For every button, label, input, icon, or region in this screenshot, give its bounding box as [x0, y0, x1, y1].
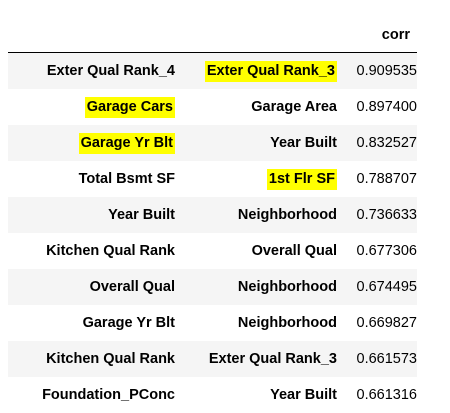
corr-value-cell: 0.832527	[356, 135, 417, 151]
index-label: Garage Yr Blt	[82, 315, 175, 331]
index-level1-cell: Neighborhood	[175, 305, 337, 341]
corr-value-cell: 0.674495	[356, 279, 417, 295]
index-label: Exter Qual Rank_4	[46, 63, 175, 79]
table-body: Exter Qual Rank_4 Exter Qual Rank_3 0.9095…	[8, 52, 417, 413]
table-row: Garage Cars Garage Area 0.897400	[8, 89, 417, 125]
index-label: Neighborhood	[237, 207, 337, 223]
corr-value-cell: 0.788707	[356, 171, 417, 187]
index-level0-cell: Overall Qual	[8, 269, 175, 305]
index-level0-cell: Garage Yr Blt	[8, 125, 175, 161]
highlighted-label: Garage Cars	[84, 97, 175, 118]
table-row: Exter Qual Rank_4 Exter Qual Rank_3 0.9095…	[8, 52, 417, 90]
corr-value-cell: 0.736633	[356, 207, 417, 223]
index-level0-cell: Garage Cars	[8, 89, 175, 125]
index-label: Neighborhood	[237, 315, 337, 331]
index-level1-cell: Exter Qual Rank_3	[175, 341, 337, 377]
table-row: Garage Yr Blt Year Built 0.832527	[8, 125, 417, 161]
corr-value-cell: 0.661573	[356, 351, 417, 367]
index-label: Year Built	[108, 207, 175, 223]
index-level1-cell: Neighborhood	[175, 197, 337, 233]
highlighted-label: 1st Flr SF	[266, 169, 337, 190]
table-row: Overall Qual Neighborhood 0.674495	[8, 269, 417, 305]
corr-value-cell: 0.669827	[356, 315, 417, 331]
table-row: Kitchen Qual Rank Exter Qual Rank_3 0.6615…	[8, 341, 417, 377]
corr-value-cell: 0.897400	[356, 99, 417, 115]
index-level0-cell: Year Built	[8, 197, 175, 233]
index-label: Kitchen Qual Rank	[46, 351, 175, 367]
header-row: corr	[8, 18, 417, 53]
index-label: Garage Area	[251, 99, 337, 115]
table-row: Year Built Neighborhood 0.736633	[8, 197, 417, 233]
index-level0-cell: Foundation_PConc	[8, 377, 175, 413]
index-level1-cell: Exter Qual Rank_3	[175, 53, 337, 90]
highlighted-label: Exter Qual Rank_3	[204, 61, 337, 82]
correlation-table: corr Exter Qual Rank_4 Exter Qual Rank_3 0…	[8, 18, 417, 413]
index-level1-cell: Garage Area	[175, 89, 337, 125]
index-level1-cell: 1st Flr SF	[175, 161, 337, 197]
table-row: Garage Yr Blt Neighborhood 0.669827	[8, 305, 417, 341]
index-level0-cell: Exter Qual Rank_4	[8, 53, 175, 90]
table-header: corr	[8, 18, 417, 53]
index-level1-cell: Year Built	[175, 125, 337, 161]
index-label: Exter Qual Rank_3	[208, 351, 337, 367]
index-level1-cell: Neighborhood	[175, 269, 337, 305]
index-level0-cell: Total Bsmt SF	[8, 161, 175, 197]
index-level1-cell: Overall Qual	[175, 233, 337, 269]
highlighted-label: Garage Yr Blt	[78, 133, 175, 154]
index-level0-cell: Garage Yr Blt	[8, 305, 175, 341]
index-label: Foundation_PConc	[42, 387, 175, 403]
index-level0-cell: Kitchen Qual Rank	[8, 341, 175, 377]
index-label: Year Built	[270, 387, 337, 403]
index-header-level1	[175, 18, 337, 53]
table-row: Foundation_PConc Year Built 0.661316	[8, 377, 417, 413]
corr-value-cell: 0.661316	[356, 387, 417, 403]
index-label: Total Bsmt SF	[78, 171, 175, 187]
index-header-level0	[8, 18, 175, 53]
table-row: Total Bsmt SF 1st Flr SF 0.788707	[8, 161, 417, 197]
corr-value-cell: 0.909535	[356, 63, 417, 79]
index-level1-cell: Year Built	[175, 377, 337, 413]
table-row: Kitchen Qual Rank Overall Qual 0.677306	[8, 233, 417, 269]
index-label: Neighborhood	[237, 279, 337, 295]
index-level0-cell: Kitchen Qual Rank	[8, 233, 175, 269]
index-label: Overall Qual	[251, 243, 337, 259]
corr-column-header: corr	[337, 18, 417, 53]
index-label: Kitchen Qual Rank	[46, 243, 175, 259]
index-label: Year Built	[270, 135, 337, 151]
index-label: Overall Qual	[89, 279, 175, 295]
corr-value-cell: 0.677306	[356, 243, 417, 259]
